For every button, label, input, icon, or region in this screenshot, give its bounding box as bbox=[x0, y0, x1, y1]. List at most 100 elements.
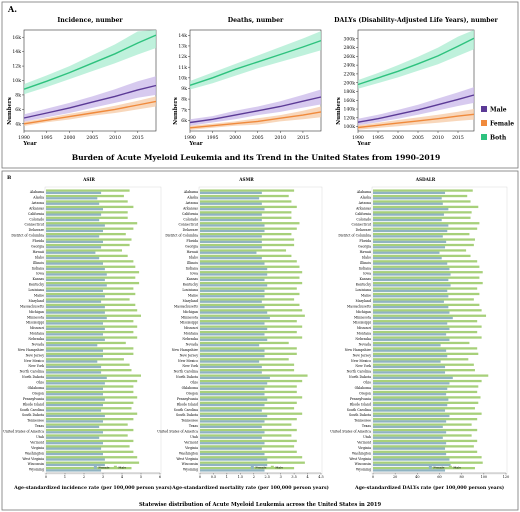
bar-male bbox=[46, 330, 134, 334]
bar-female bbox=[200, 387, 265, 390]
category-label: Montana bbox=[357, 332, 371, 336]
category-label: Rhode Island bbox=[177, 402, 198, 406]
category-label: New York bbox=[355, 364, 371, 368]
category-label: Washington bbox=[25, 451, 44, 455]
bar-male bbox=[200, 456, 303, 459]
category-label: Mississippi bbox=[180, 321, 198, 325]
bar-female bbox=[373, 458, 450, 461]
bar-female bbox=[373, 257, 442, 260]
bar-male bbox=[200, 428, 297, 432]
bar-male bbox=[373, 330, 478, 334]
bar-male bbox=[46, 189, 130, 192]
bar-female bbox=[373, 344, 441, 347]
bar-male bbox=[46, 222, 138, 225]
bar-female bbox=[200, 300, 262, 303]
bar-male bbox=[46, 461, 140, 464]
bar-female bbox=[373, 452, 447, 456]
bar-female bbox=[46, 382, 105, 385]
bar-male bbox=[46, 401, 134, 404]
category-label: Illinois bbox=[360, 261, 371, 265]
bar-male bbox=[200, 439, 297, 443]
y-tick-label: 11k bbox=[178, 65, 187, 71]
y-tick-label: 100k bbox=[343, 124, 355, 130]
bar-male bbox=[200, 320, 297, 323]
bar-male bbox=[373, 379, 482, 383]
category-label: Colorado bbox=[356, 217, 371, 221]
x-tick-label: 1995 bbox=[372, 135, 384, 141]
bar-male bbox=[373, 363, 474, 366]
bar-chart-title: ASDALR bbox=[415, 177, 436, 182]
bar-male bbox=[46, 298, 130, 301]
bar-female bbox=[373, 229, 448, 233]
bar-male bbox=[200, 216, 292, 219]
line-chart-2: Deaths, number 1990 1995 2000 2005 2010 2015 6k… bbox=[173, 17, 322, 147]
category-label: Arkansas bbox=[355, 206, 371, 210]
bar-male bbox=[200, 222, 300, 225]
bar-legend-swatch-female bbox=[428, 465, 432, 469]
bar-female bbox=[373, 420, 447, 423]
bar-female bbox=[46, 409, 102, 412]
bar-male bbox=[373, 222, 480, 225]
category-label: Illinois bbox=[187, 261, 198, 265]
bar-male bbox=[200, 287, 297, 290]
bar-female bbox=[200, 197, 260, 200]
bar-female bbox=[46, 354, 103, 358]
bar-female bbox=[200, 447, 262, 450]
bar-female bbox=[373, 414, 450, 418]
category-label: Alaska bbox=[359, 196, 371, 200]
x-tick-label: 2005 bbox=[412, 135, 424, 141]
bar-male bbox=[46, 358, 124, 361]
bar-male bbox=[373, 216, 471, 219]
category-label: Maryland bbox=[182, 299, 198, 303]
bar-male bbox=[373, 407, 475, 410]
bar-female bbox=[46, 300, 102, 303]
bar-male bbox=[200, 292, 300, 296]
bar-male bbox=[46, 407, 132, 410]
y-tick-label: 4k bbox=[15, 121, 21, 127]
y-tick-label: 6k bbox=[15, 107, 21, 113]
bar-male bbox=[200, 298, 295, 301]
bar-male bbox=[373, 320, 478, 323]
bar-female bbox=[373, 398, 449, 401]
category-label: Nevada bbox=[32, 342, 44, 346]
category-label: Virginia bbox=[357, 446, 371, 450]
category-label: Oregon bbox=[32, 391, 44, 395]
bar-male bbox=[200, 466, 295, 470]
series-line-both bbox=[23, 34, 157, 90]
category-label: New Hampshire bbox=[345, 348, 371, 352]
category-label: Hawaii bbox=[360, 250, 371, 254]
bar-female bbox=[373, 387, 448, 390]
bar-female bbox=[200, 403, 265, 407]
bar-female bbox=[200, 262, 265, 265]
bar-male bbox=[373, 369, 475, 372]
bar-male bbox=[200, 390, 297, 394]
category-label: Idaho bbox=[189, 255, 198, 259]
bar-female bbox=[46, 251, 96, 254]
bar-female bbox=[373, 382, 450, 385]
category-label: Wyoming bbox=[29, 468, 44, 472]
category-label: North Dakota bbox=[176, 375, 198, 379]
bar-female bbox=[200, 295, 265, 298]
bar-male bbox=[46, 390, 134, 394]
bar-male bbox=[373, 200, 471, 203]
y-tick-label: 13k bbox=[178, 44, 187, 50]
category-label: Missouri bbox=[357, 326, 371, 330]
category-label: Georgia bbox=[31, 245, 44, 249]
category-label: Arizona bbox=[358, 201, 371, 205]
category-label: South Dakota bbox=[176, 413, 198, 417]
panel-a-caption: Burden of Acute Myeloid Leukemia and its… bbox=[72, 153, 441, 162]
bar-female bbox=[46, 414, 105, 418]
bar-female bbox=[200, 235, 262, 238]
bar-male bbox=[373, 456, 482, 459]
category-label: Arkansas bbox=[28, 206, 44, 210]
category-label: Michigan bbox=[356, 310, 371, 314]
category-label: Minnesota bbox=[27, 315, 44, 319]
series-line-male bbox=[357, 94, 475, 123]
category-label: Maryland bbox=[355, 299, 371, 303]
category-label: Utah bbox=[190, 435, 198, 439]
bar-male bbox=[373, 396, 481, 399]
category-label: Wyoming bbox=[183, 468, 198, 472]
bar-female bbox=[373, 376, 453, 380]
bar-male bbox=[373, 238, 475, 241]
line-chart-title: Deaths, number bbox=[228, 17, 284, 24]
